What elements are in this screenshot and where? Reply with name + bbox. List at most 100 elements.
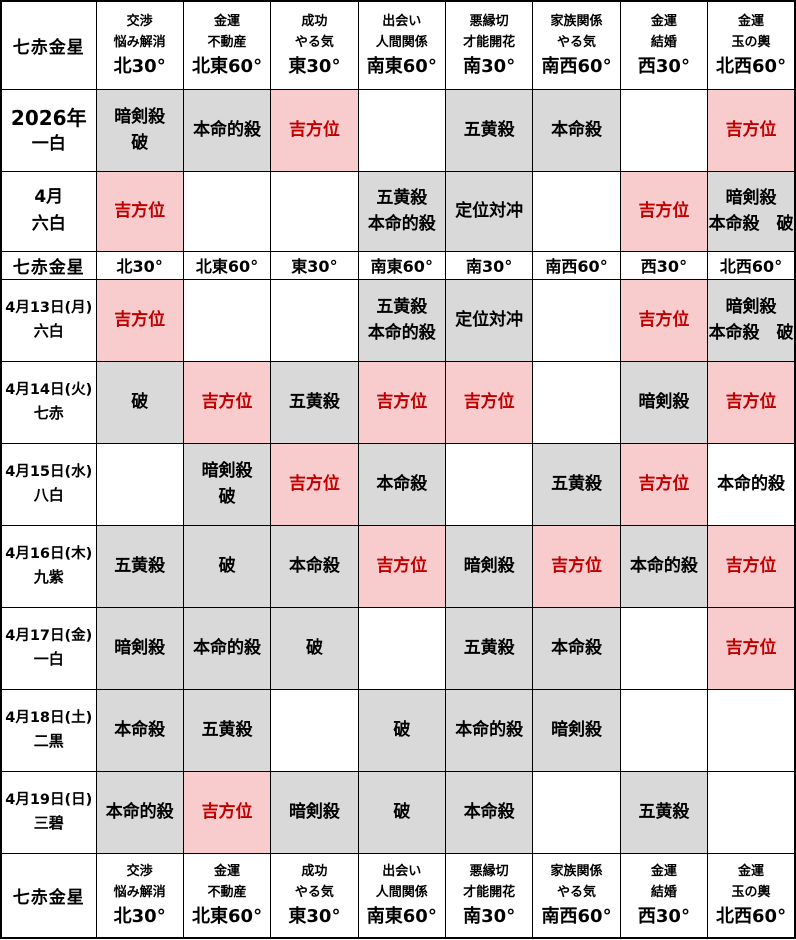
column-header-cell: 出会い 人間関係 南東60°: [357, 0, 447, 90]
column-direction-label: 南30°: [463, 905, 516, 927]
fortune-text: 吉方位: [725, 119, 777, 140]
fortune-text: 吉方位: [463, 391, 515, 412]
fortune-text: 本命的殺: [455, 719, 524, 740]
fortune-text: 五黄殺: [201, 719, 253, 740]
direction-cell: 南東60°: [357, 250, 447, 280]
fortune-text: 吉方位: [201, 801, 253, 822]
column-direction-label: 北西60°: [716, 55, 787, 77]
column-benefit-label: 成功: [301, 863, 328, 879]
fortune-text: 吉方位: [288, 119, 340, 140]
fortune-cell: 定位対冲: [444, 278, 534, 362]
empty-cell: [357, 606, 447, 690]
column-header-cell: 家族関係 やる気 南西60°: [532, 852, 621, 939]
fortune-day-row: 4月14日(火) 七赤 破 吉方位 五黄殺 吉方位 吉方位 暗剣殺 吉方位: [0, 360, 796, 444]
direction-cell: 南西60°: [532, 250, 621, 280]
lucky-direction-cell: 吉方位: [532, 524, 621, 608]
fortune-text: 破: [393, 719, 411, 740]
star-number-label: 九紫: [33, 568, 64, 587]
column-benefit-label: 結婚: [650, 35, 677, 51]
empty-cell: [95, 442, 184, 526]
fortune-cell: 暗剣殺: [619, 360, 709, 444]
date-label: 4月18日(土): [5, 710, 93, 727]
column-header-cell: 金運 玉の輿 北西60°: [707, 852, 796, 939]
column-benefit-label: 才能開花: [463, 35, 516, 51]
column-header-cell: 悪縁切 才能開花 南30°: [444, 0, 534, 90]
fortune-day-row: 4月15日(水) 八白 暗剣殺破吉方位 本命殺 五黄殺 吉方位 本命的殺: [0, 442, 796, 526]
fortune-text: 五黄殺: [376, 296, 428, 317]
column-direction-label: 東30°: [288, 55, 341, 77]
fortune-text: 本命殺 破: [708, 214, 794, 234]
fortune-cell: 暗剣殺 本命殺 破: [707, 170, 796, 252]
fortune-text: 破: [131, 133, 149, 153]
lucky-direction-cell: 吉方位: [182, 770, 272, 854]
date-label: 4月16日(木): [5, 546, 93, 563]
fortune-cell: 本命的殺: [619, 524, 709, 608]
fortune-text: 本命殺 破: [708, 323, 794, 343]
date-cell: 2026年 一白: [0, 88, 97, 172]
fortune-cell: 破: [357, 688, 447, 772]
direction-label: 南東60°: [370, 257, 433, 276]
star-name-cell: 七赤金星: [0, 0, 97, 90]
date-cell: 4月18日(土) 二黒: [0, 688, 97, 772]
fortune-text: 暗剣殺: [725, 296, 777, 317]
header-row: 七赤金星 交渉 悩み解消 北30° 金運 不動産 北東60° 成功 やる気 東30° 出会い 人間関係…: [0, 0, 796, 90]
fortune-cell: 五黄殺: [444, 606, 534, 690]
direction-cell: 北西60°: [707, 250, 796, 280]
column-benefit-label: やる気: [294, 35, 334, 51]
fortune-text: 吉方位: [114, 309, 166, 330]
column-benefit-label: 家族関係: [550, 863, 603, 879]
empty-cell: [619, 88, 709, 172]
column-benefit-label: 交渉: [126, 13, 153, 29]
column-direction-label: 南東60°: [366, 905, 437, 927]
column-direction-label: 北東60°: [192, 905, 263, 927]
fortune-text: 本命的殺: [105, 801, 174, 822]
fortune-text: 本命殺: [288, 555, 340, 576]
divider-row: 七赤金星 北30° 北東60° 東30° 南東60° 南30° 南西60° 西30° 北西60°: [0, 250, 796, 280]
fortune-cell: 本命的殺: [182, 606, 272, 690]
fortune-text: 五黄殺: [114, 555, 166, 576]
column-benefit-label: 才能開花: [463, 885, 516, 901]
lucky-direction-cell: 吉方位: [619, 170, 709, 252]
fortune-text: 本命的殺: [193, 119, 262, 140]
fortune-cell: 暗剣殺破: [95, 88, 184, 172]
fortune-text: 五黄殺: [288, 391, 340, 412]
direction-label: 北東60°: [195, 257, 259, 276]
fortune-cell: 破: [270, 606, 359, 690]
star-number-label: 二黒: [33, 732, 64, 751]
column-benefit-label: 玉の輿: [731, 35, 771, 51]
fortune-cell: 五黄殺: [182, 688, 272, 772]
star-number-label: 一白: [31, 134, 66, 155]
fortune-cell: 破: [95, 360, 184, 444]
fortune-day-row: 4月17日(金) 一白 暗剣殺 本命的殺 破 五黄殺 本命殺 吉方位: [0, 606, 796, 690]
fortune-cell: 本命殺: [444, 770, 534, 854]
star-name-cell: 七赤金星: [0, 852, 97, 939]
lucky-direction-cell: 吉方位: [707, 88, 796, 172]
column-direction-label: 西30°: [637, 55, 690, 77]
column-header-cell: 金運 不動産 北東60°: [182, 0, 272, 90]
fortune-text: 本命的殺: [193, 637, 262, 658]
column-benefit-label: 人間関係: [375, 885, 428, 901]
fortune-text: 吉方位: [201, 391, 253, 412]
column-benefit-label: 悪縁切: [469, 863, 509, 879]
date-label: 4月: [34, 186, 64, 207]
column-benefit-label: 金運: [650, 863, 677, 879]
fortune-text: 本命殺: [376, 473, 428, 494]
column-benefit-label: 金運: [738, 13, 765, 29]
lucky-direction-cell: 吉方位: [270, 442, 359, 526]
empty-cell: [532, 360, 621, 444]
lucky-direction-cell: 吉方位: [619, 442, 709, 526]
star-name-cell: 七赤金星: [0, 250, 97, 280]
fortune-cell: 本命的殺: [707, 442, 796, 526]
fortune-text: 破: [305, 637, 323, 658]
column-benefit-label: 人間関係: [375, 35, 428, 51]
star-number-label: 六白: [33, 322, 64, 341]
fortune-text: 五黄殺: [638, 801, 690, 822]
fortune-text: 破: [218, 555, 236, 576]
footer-row: 七赤金星 交渉 悩み解消 北30° 金運 不動産 北東60° 成功 やる気 東30° 出会い 人間関係…: [0, 852, 796, 939]
lucky-direction-cell: 吉方位: [270, 88, 359, 172]
fortune-day-row: 4月18日(土) 二黒 本命殺 五黄殺 破 本命的殺 暗剣殺: [0, 688, 796, 772]
date-cell: 4月 六白: [0, 170, 97, 252]
fortune-cell: 本命殺: [95, 688, 184, 772]
column-direction-label: 南30°: [463, 55, 516, 77]
column-benefit-label: 交渉: [126, 863, 153, 879]
